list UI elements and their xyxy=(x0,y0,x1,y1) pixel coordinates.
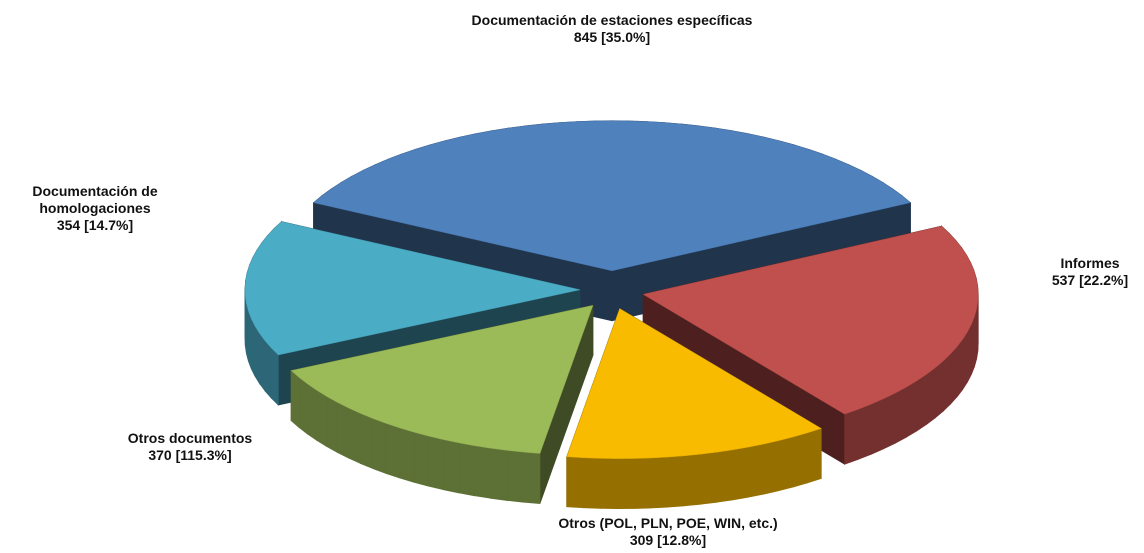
slice-side xyxy=(732,446,749,501)
slice-label: Otros (POL, PLN, POE, WIN, etc.) 309 [12.… xyxy=(508,515,828,549)
slice-top xyxy=(566,308,822,459)
slice-side xyxy=(883,392,896,450)
slice-side xyxy=(490,447,508,501)
slice-side xyxy=(778,436,794,492)
slice-side xyxy=(616,458,635,510)
slice-side xyxy=(360,412,374,470)
slice-side xyxy=(385,422,401,479)
slice-side xyxy=(264,339,272,400)
slice-side xyxy=(950,345,958,405)
slice-value: 537 [22.2%] xyxy=(1051,272,1129,288)
slice-side xyxy=(906,380,918,438)
slice-side xyxy=(792,432,808,488)
slice-side xyxy=(326,395,338,454)
slice-top xyxy=(244,221,581,356)
slice-name: Documentación de estaciones específicas xyxy=(471,12,753,28)
slice-side xyxy=(298,376,308,435)
slice-side xyxy=(250,318,256,377)
slice-side xyxy=(870,398,885,455)
slice-side xyxy=(336,401,349,459)
slice-side xyxy=(916,373,927,432)
slice-side xyxy=(763,440,780,495)
slice-side xyxy=(522,451,541,504)
slice-side xyxy=(650,456,668,509)
slice-name: Documentación de homologaciones xyxy=(32,183,158,216)
slice-side xyxy=(857,403,872,460)
slice-side xyxy=(844,408,859,465)
slice-label: Otros documentos 370 [115.3%] xyxy=(60,430,320,464)
slice-side xyxy=(372,417,387,474)
slice-value: 845 [35.0%] xyxy=(573,29,651,45)
slice-side xyxy=(967,324,972,383)
slice-side xyxy=(962,330,968,391)
slice-label: Informes 537 [22.2%] xyxy=(1030,255,1144,289)
slice-side xyxy=(583,457,601,509)
slice-value: 354 [14.7%] xyxy=(56,217,134,233)
slice xyxy=(244,220,581,406)
slice-side xyxy=(254,324,260,385)
slice-side xyxy=(474,445,491,499)
slice-side xyxy=(247,310,252,369)
slice-side xyxy=(270,347,279,406)
slice-top xyxy=(642,225,979,415)
slice-side xyxy=(259,332,266,393)
slice xyxy=(290,304,594,504)
slice-side xyxy=(894,386,907,444)
slice-side xyxy=(942,352,952,412)
slice-side xyxy=(633,457,652,509)
slice-side xyxy=(290,369,300,429)
slice-value: 370 [115.3%] xyxy=(148,447,232,463)
slice-side xyxy=(666,455,685,508)
slice-name: Otros documentos xyxy=(127,430,253,446)
slice-side xyxy=(716,449,734,503)
slice-value: 309 [12.8%] xyxy=(629,532,707,548)
slice-label: Documentación de estaciones específicas 8… xyxy=(412,12,812,46)
slice-side xyxy=(427,435,444,491)
slice-side xyxy=(934,360,944,419)
slice-side xyxy=(926,366,936,426)
slice-label: Documentación de homologaciones 354 [14.7… xyxy=(5,183,185,234)
slice-side xyxy=(971,316,975,375)
slice-side xyxy=(413,431,429,487)
slice-side xyxy=(506,449,524,503)
slice-top xyxy=(290,305,594,454)
slice-name: Informes xyxy=(1060,255,1120,271)
slice-side xyxy=(458,442,475,497)
slice-side xyxy=(747,443,765,498)
slice-side xyxy=(599,457,618,510)
slice-side xyxy=(566,456,584,509)
slice-side xyxy=(348,407,361,465)
slice-name: Otros (POL, PLN, POE, WIN, etc.) xyxy=(558,515,778,531)
slice-side xyxy=(956,338,964,398)
slice-top xyxy=(313,120,911,272)
slice-side xyxy=(699,451,718,505)
slice-side xyxy=(807,427,822,484)
slice-side xyxy=(683,453,701,507)
slice-side xyxy=(442,439,460,494)
slice-side xyxy=(399,427,415,483)
slice xyxy=(566,307,822,510)
